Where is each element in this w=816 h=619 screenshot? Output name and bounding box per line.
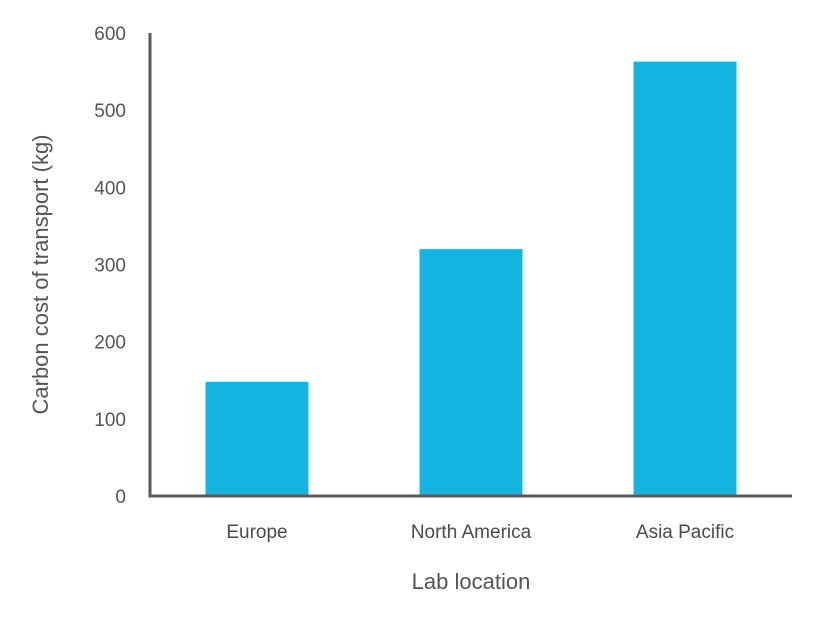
bar-europe xyxy=(205,381,309,496)
bar-asia-pacific xyxy=(633,61,737,496)
bar-north-america xyxy=(419,249,523,496)
y-tick-label: 300 xyxy=(94,256,126,277)
y-tick-labels: 0 100 200 300 400 500 600 xyxy=(94,24,126,508)
y-tick-label: 200 xyxy=(94,333,126,354)
y-tick-label: 500 xyxy=(94,101,126,122)
x-axis-title: Lab location xyxy=(412,569,531,594)
y-tick-label: 400 xyxy=(94,178,126,199)
y-tick-label: 0 xyxy=(115,487,126,508)
x-category-labels: Europe North America Asia Pacific xyxy=(226,522,734,543)
x-tick-label: North America xyxy=(411,522,532,543)
y-tick-label: 100 xyxy=(94,410,126,431)
y-axis-title: Carbon cost of transport (kg) xyxy=(28,134,53,414)
bars-group xyxy=(205,61,737,496)
x-tick-label: Europe xyxy=(226,522,287,543)
x-tick-label: Asia Pacific xyxy=(636,522,734,543)
y-tick-label: 600 xyxy=(94,24,126,45)
